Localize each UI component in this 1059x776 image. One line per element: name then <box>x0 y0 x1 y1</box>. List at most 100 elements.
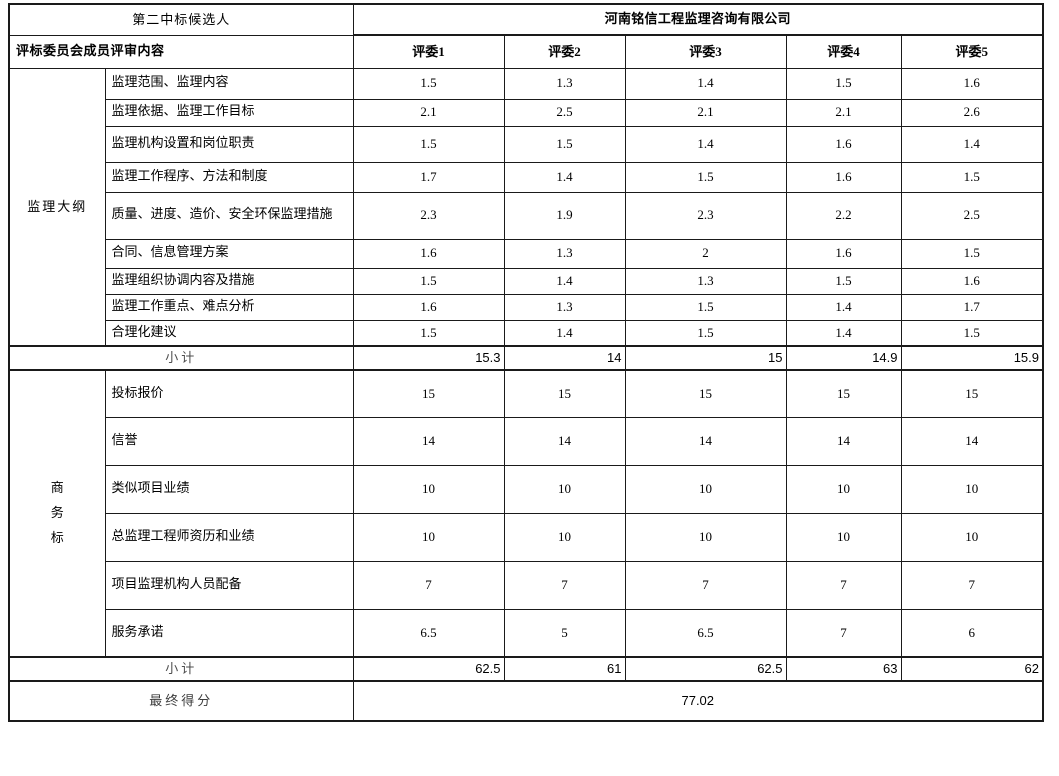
score-cell: 1.5 <box>900 238 1045 269</box>
score-cell: 1.5 <box>785 67 902 100</box>
judge-header-2: 评委2 <box>503 34 626 69</box>
score-cell: 15 <box>900 369 1045 418</box>
subtotal-row-supervision-outline: 小计 15.3 14 15 14.9 15.9 <box>7 345 1045 371</box>
score-cell: 10 <box>352 512 505 562</box>
criteria-header-cell: 评标委员会成员评审内容 <box>7 34 354 69</box>
section-label-supervision-outline: 监理大纲 <box>8 67 106 347</box>
subtotal-value: 15 <box>624 345 787 371</box>
score-cell: 6 <box>900 608 1045 658</box>
score-cell: 10 <box>624 512 787 562</box>
item-label: 监理机构设置和岗位职责 <box>104 125 354 163</box>
score-cell: 1.6 <box>900 267 1045 295</box>
table-row: 监理组织协调内容及措施 1.5 1.4 1.3 1.5 1.6 <box>9 267 1045 295</box>
table-row: 监理依据、监理工作目标 2.1 2.5 2.1 2.1 2.6 <box>9 98 1045 127</box>
score-cell: 1.5 <box>352 319 505 347</box>
subtotal-value: 14.9 <box>785 345 902 371</box>
score-cell: 7 <box>624 560 787 610</box>
score-cell: 1.5 <box>624 319 787 347</box>
table-row: 监理机构设置和岗位职责 1.5 1.5 1.4 1.6 1.4 <box>9 125 1045 163</box>
score-cell: 1.4 <box>900 125 1045 163</box>
item-label: 服务承诺 <box>104 608 354 658</box>
section-label-commercial-bid: 商 务 标 <box>8 369 106 658</box>
item-label: 监理依据、监理工作目标 <box>104 98 354 127</box>
score-cell: 1.5 <box>785 267 902 295</box>
score-cell: 1.4 <box>503 319 626 347</box>
score-cell: 10 <box>785 464 902 514</box>
subtotal-label: 小计 <box>7 345 354 371</box>
item-label: 合理化建议 <box>104 319 354 347</box>
score-cell: 1.5 <box>352 125 505 163</box>
score-cell: 7 <box>785 560 902 610</box>
subtotal-value: 61 <box>503 656 626 682</box>
score-cell: 7 <box>352 560 505 610</box>
score-cell: 1.4 <box>503 161 626 193</box>
table-row: 总监理工程师资历和业绩 10 10 10 10 10 <box>9 512 1045 562</box>
score-cell: 1.5 <box>900 319 1045 347</box>
subtotal-value: 15.3 <box>352 345 505 371</box>
table-row: 项目监理机构人员配备 7 7 7 7 7 <box>9 560 1045 610</box>
score-cell: 2.3 <box>624 191 787 240</box>
score-cell: 7 <box>900 560 1045 610</box>
score-cell: 2.2 <box>785 191 902 240</box>
item-label: 质量、进度、造价、安全环保监理措施 <box>104 191 354 240</box>
subtotal-value: 62 <box>900 656 1045 682</box>
table-header-row-judges: 评标委员会成员评审内容 评委1 评委2 评委3 评委4 评委5 <box>7 34 1045 69</box>
score-cell: 10 <box>503 512 626 562</box>
item-label: 监理工作程序、方法和制度 <box>104 161 354 193</box>
subtotal-value: 15.9 <box>900 345 1045 371</box>
company-name-cell: 河南铭信工程监理咨询有限公司 <box>352 3 1045 36</box>
candidate-label-cell: 第二中标候选人 <box>7 3 354 36</box>
score-cell: 2.1 <box>785 98 902 127</box>
score-cell: 1.6 <box>900 67 1045 100</box>
score-cell: 1.3 <box>624 267 787 295</box>
score-cell: 1.9 <box>503 191 626 240</box>
score-cell: 10 <box>503 464 626 514</box>
item-label: 监理组织协调内容及措施 <box>104 267 354 295</box>
score-cell: 1.6 <box>785 125 902 163</box>
subtotal-value: 62.5 <box>352 656 505 682</box>
score-cell: 2.6 <box>900 98 1045 127</box>
score-cell: 15 <box>785 369 902 418</box>
score-cell: 14 <box>503 416 626 466</box>
judge-header-1: 评委1 <box>352 34 505 69</box>
score-cell: 2.5 <box>503 98 626 127</box>
score-cell: 2 <box>624 238 787 269</box>
score-cell: 7 <box>785 608 902 658</box>
score-cell: 2.1 <box>352 98 505 127</box>
score-cell: 1.4 <box>785 293 902 321</box>
item-label: 监理工作重点、难点分析 <box>104 293 354 321</box>
score-cell: 6.5 <box>352 608 505 658</box>
score-cell: 6.5 <box>624 608 787 658</box>
score-cell: 14 <box>900 416 1045 466</box>
score-cell: 1.5 <box>503 125 626 163</box>
table-row: 合理化建议 1.5 1.4 1.5 1.4 1.5 <box>9 319 1045 347</box>
section-label-char: 务 <box>50 505 64 521</box>
table-row: 合同、信息管理方案 1.6 1.3 2 1.6 1.5 <box>9 238 1045 269</box>
score-cell: 1.5 <box>900 161 1045 193</box>
score-cell: 10 <box>900 464 1045 514</box>
table-row: 监理大纲 监理范围、监理内容 1.5 1.3 1.4 1.5 1.6 <box>8 67 1045 347</box>
score-cell: 1.3 <box>503 67 626 100</box>
item-label: 投标报价 <box>104 369 354 418</box>
score-cell: 1.5 <box>624 293 787 321</box>
table-row: 类似项目业绩 10 10 10 10 10 <box>9 464 1045 514</box>
score-cell: 10 <box>900 512 1045 562</box>
subtotal-label: 小计 <box>7 656 354 682</box>
score-cell: 14 <box>352 416 505 466</box>
item-label: 总监理工程师资历和业绩 <box>104 512 354 562</box>
score-cell: 10 <box>352 464 505 514</box>
score-cell: 1.4 <box>624 67 787 100</box>
score-cell: 1.7 <box>900 293 1045 321</box>
score-cell: 1.5 <box>624 161 787 193</box>
table-row: 商 务 标 投标报价 15 15 15 15 15 <box>8 369 1045 658</box>
score-cell: 1.7 <box>352 161 505 193</box>
score-cell: 10 <box>785 512 902 562</box>
bid-evaluation-table: 第二中标候选人 河南铭信工程监理咨询有限公司 评标委员会成员评审内容 评委1 评… <box>7 3 1045 722</box>
judge-header-3: 评委3 <box>624 34 787 69</box>
table-row: 服务承诺 6.5 5 6.5 7 6 <box>9 608 1045 658</box>
subtotal-value: 63 <box>785 656 902 682</box>
table-row: 监理工作重点、难点分析 1.6 1.3 1.5 1.4 1.7 <box>9 293 1045 321</box>
table-row: 质量、进度、造价、安全环保监理措施 2.3 1.9 2.3 2.2 2.5 <box>9 191 1045 240</box>
score-cell: 15 <box>352 369 505 418</box>
